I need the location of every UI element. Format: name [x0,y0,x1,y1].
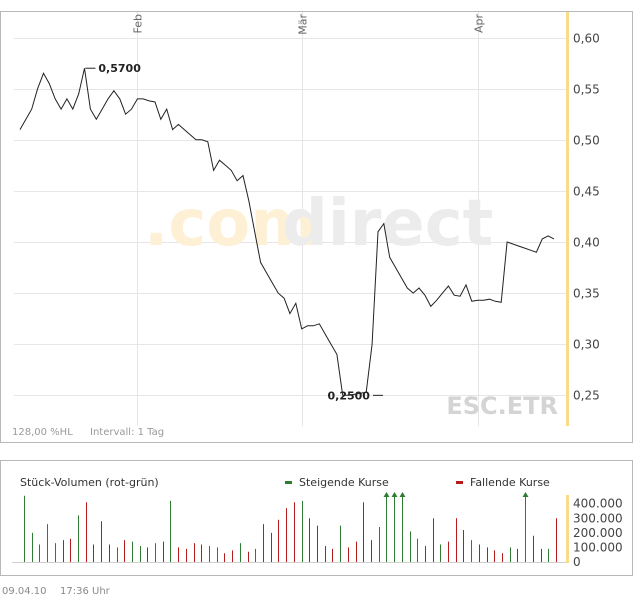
price-y-tick-label: 0,45 [573,185,600,199]
volume-y-tick-label: 200.000 [573,526,623,540]
volume-y-tick-label: 0 [573,555,581,569]
price-x-tick-label: Mär [297,14,310,35]
interval-info: Intervall: 1 Tag [90,427,164,438]
price-y-tick-label: 0,35 [573,287,600,301]
price-y-tick-label: 0,25 [573,389,600,403]
volume-overflow-arrow [383,492,390,497]
symbol-label: ESC.ETR [446,392,558,420]
volume-chart-frame [0,460,633,576]
legend-down-swatch [456,481,463,484]
annotation-label: 0,5700 [98,62,141,75]
price-x-axis-labels: Feb Mär Apr [132,14,486,35]
volume-y-tick-label: 400.000 [573,497,623,511]
watermark-com: .com [144,187,317,261]
price-y-tick-label: 0,30 [573,338,600,352]
watermark-direct: direct [282,187,493,261]
volume-overflow-arrow [522,492,529,497]
price-x-tick-label: Apr [473,14,486,34]
price-grid [14,12,566,426]
legend-down-label: Fallende Kurse [470,476,550,489]
annotation-label: 0,2500 [328,389,371,402]
volume-title: Stück-Volumen (rot-grün) [20,476,159,489]
price-chart-frame [0,11,633,443]
footer-time: 17:36 Uhr [60,586,111,597]
price-y-tick-label: 0,40 [573,236,600,250]
volume-bars [24,492,557,562]
footer-date: 09.04.10 [2,586,47,597]
range-info: 128,00 %HL [12,427,73,438]
volume-overflow-arrow [391,492,398,497]
legend-up-swatch [285,481,292,484]
price-y-axis-labels: 0,25 0,30 0,35 0,40 0,45 0,50 0,55 0,60 [573,32,600,403]
volume-overflow-arrow [399,492,406,497]
price-line [19,68,555,396]
volume-axis-band [566,495,569,563]
price-y-tick-label: 0,60 [573,32,600,46]
price-axis-band [566,12,569,426]
volume-y-tick-label: 100.000 [573,540,623,554]
price-y-tick-label: 0,55 [573,83,600,97]
price-x-tick-label: Feb [132,14,145,33]
price-y-tick-label: 0,50 [573,134,600,148]
legend-up-label: Steigende Kurse [299,476,389,489]
volume-y-tick-label: 300.000 [573,511,623,525]
price-annotations: 0,5700 0,2500 [85,62,383,402]
